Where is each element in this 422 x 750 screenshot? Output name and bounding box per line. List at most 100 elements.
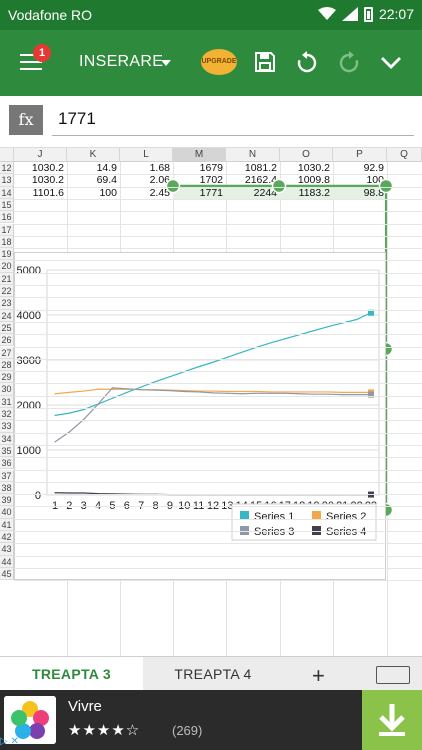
row-header[interactable]: 17	[0, 223, 14, 236]
data-point	[226, 356, 228, 358]
selection-handle[interactable]	[271, 178, 287, 194]
row-header[interactable]: 44	[0, 555, 14, 568]
add-sheet-button[interactable]: +	[312, 663, 325, 688]
status-icons: 22:07	[317, 6, 414, 22]
expand-chevron-icon[interactable]	[379, 50, 403, 74]
legend-swatch	[312, 526, 321, 535]
data-point	[111, 397, 113, 399]
column-header[interactable]: L	[120, 148, 173, 162]
row-header[interactable]: 19	[0, 248, 14, 261]
x-tick-label: 6	[124, 500, 130, 512]
grid-line	[14, 383, 422, 385]
row-header[interactable]: 22	[0, 285, 14, 298]
cell[interactable]: 100	[99, 187, 117, 199]
row-header[interactable]: 26	[0, 334, 14, 347]
row-header[interactable]: 29	[0, 371, 14, 384]
row-header[interactable]: 33	[0, 420, 14, 433]
row-header[interactable]: 32	[0, 408, 14, 421]
row-header[interactable]: 31	[0, 395, 14, 408]
selection-handle[interactable]	[378, 178, 394, 194]
row-header[interactable]: 30	[0, 383, 14, 396]
menu-icon[interactable]	[20, 54, 42, 70]
data-point	[313, 330, 315, 332]
grid-line	[14, 260, 422, 262]
tab-treapta-4[interactable]: TREAPTA 4	[174, 666, 252, 682]
row-header[interactable]: 25	[0, 321, 14, 335]
row-header[interactable]: 14	[0, 186, 14, 199]
column-header[interactable]: K	[67, 148, 120, 162]
cell-selected[interactable]: 2244	[226, 187, 280, 199]
insert-menu-button[interactable]: INSERARE	[79, 53, 164, 70]
row-header[interactable]: 16	[0, 211, 14, 224]
row-header[interactable]: 43	[0, 543, 14, 556]
data-point	[341, 394, 343, 396]
cell-selected[interactable]: 98.8	[333, 187, 387, 199]
row-header[interactable]: 28	[0, 358, 14, 372]
function-button[interactable]: fx	[9, 105, 43, 135]
ad-choices-icon[interactable]: ▷ ✕	[0, 736, 19, 747]
y-tick-label: 5000	[17, 265, 41, 277]
row-header[interactable]: 36	[0, 457, 14, 470]
cell[interactable]: 1030.2	[31, 162, 64, 174]
chevron-down-icon[interactable]	[161, 60, 171, 66]
column-header[interactable]: N	[226, 148, 280, 162]
undo-icon[interactable]	[295, 50, 319, 74]
row-header[interactable]: 38	[0, 481, 14, 495]
row-header[interactable]: 18	[0, 235, 14, 249]
cell[interactable]: 92.9	[363, 162, 384, 174]
row-header[interactable]: 45	[0, 567, 14, 581]
cell[interactable]: 2.45	[149, 187, 170, 199]
download-button[interactable]	[362, 690, 422, 750]
cell[interactable]: 1702	[199, 174, 223, 186]
data-point	[356, 394, 358, 396]
row-header[interactable]: 12	[0, 162, 14, 175]
cell[interactable]: 1.68	[149, 162, 170, 174]
cell[interactable]: 2162.4	[244, 174, 277, 186]
cell[interactable]: 1081.2	[244, 162, 277, 174]
row-header[interactable]: 37	[0, 469, 14, 482]
column-header[interactable]: O	[280, 148, 333, 162]
row-header[interactable]: 40	[0, 506, 14, 519]
row-header[interactable]: 27	[0, 346, 14, 359]
cell-selected[interactable]: 1183.2	[280, 187, 333, 199]
x-tick-label: 1	[52, 500, 58, 512]
tab-treapta-3[interactable]: TREAPTA 3	[0, 657, 143, 691]
ad-banner[interactable]: ▷ ✕ Vivre ★★★★☆ (269)	[0, 690, 422, 750]
data-point	[97, 403, 99, 405]
data-point	[97, 493, 99, 495]
row-header[interactable]: 15	[0, 198, 14, 212]
line-chart[interactable]: 0100020003000400050001234567891011121314…	[14, 252, 386, 580]
row-header[interactable]: 41	[0, 518, 14, 531]
cell[interactable]: 1679	[199, 162, 223, 174]
formula-input[interactable]: 1771	[52, 106, 414, 136]
row-header[interactable]: 42	[0, 531, 14, 544]
corner-header[interactable]	[0, 148, 14, 162]
row-header[interactable]: 24	[0, 309, 14, 322]
save-icon[interactable]	[253, 50, 277, 74]
row-header[interactable]: 21	[0, 272, 14, 285]
data-point	[83, 390, 85, 392]
selection-handle[interactable]	[165, 178, 181, 194]
cell[interactable]: 1101.6	[32, 187, 64, 199]
column-header-selected[interactable]: M	[173, 148, 226, 162]
cell-selected[interactable]: 1771	[173, 187, 226, 199]
cell[interactable]: 14.9	[96, 162, 117, 174]
cell[interactable]: 2.06	[149, 174, 170, 186]
cell[interactable]: 69.4	[96, 174, 117, 186]
cell[interactable]: 1030.2	[297, 162, 330, 174]
redo-icon[interactable]	[337, 50, 361, 74]
cell[interactable]: 1030.2	[31, 174, 64, 186]
cell[interactable]: 1009.8	[297, 174, 330, 186]
upgrade-button[interactable]: UPGRADE	[201, 49, 237, 75]
row-header[interactable]: 34	[0, 432, 14, 445]
row-header[interactable]: 20	[0, 260, 14, 273]
keyboard-icon[interactable]	[376, 666, 410, 684]
column-header[interactable]: J	[14, 148, 67, 162]
row-header[interactable]: 35	[0, 444, 14, 458]
data-point	[356, 319, 358, 320]
spreadsheet-grid[interactable]: J K L M N O P Q 1030.2 14.9 1.68 1679 10…	[0, 148, 422, 656]
row-header[interactable]: 13	[0, 174, 14, 187]
row-header[interactable]: 23	[0, 297, 14, 310]
row-header[interactable]: 39	[0, 494, 14, 507]
column-header[interactable]: P	[333, 148, 387, 162]
